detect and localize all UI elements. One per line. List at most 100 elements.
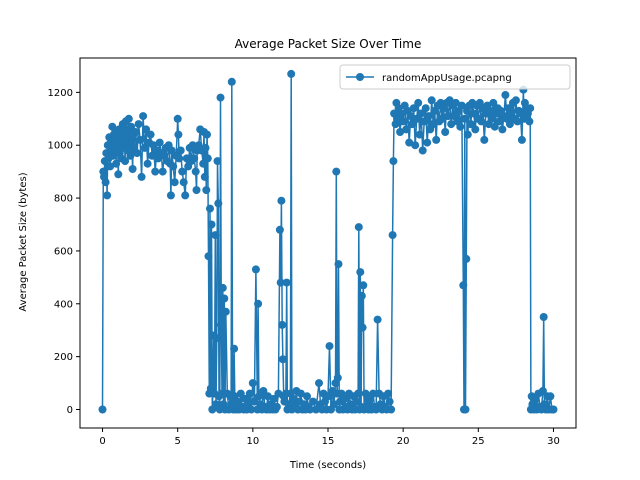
data-point [417, 109, 426, 118]
data-point [469, 109, 478, 118]
data-point [230, 344, 239, 353]
data-point [179, 178, 188, 187]
data-point [209, 381, 217, 390]
data-point [148, 151, 157, 160]
data-point [324, 392, 332, 401]
data-point [501, 91, 510, 99]
data-point [409, 104, 418, 113]
data-point [272, 402, 281, 411]
x-axis-title: Time (seconds) [289, 460, 366, 471]
data-point [388, 231, 397, 240]
data-point [517, 135, 526, 144]
data-point [192, 186, 201, 195]
data-point [411, 141, 420, 150]
data-point [412, 114, 421, 123]
data-point [429, 120, 438, 129]
data-point [106, 162, 115, 171]
data-point [539, 313, 548, 321]
data-point [451, 98, 460, 107]
data-point [420, 117, 429, 126]
data-point [206, 204, 214, 213]
data-point [461, 405, 470, 414]
data-point [216, 93, 225, 102]
data-point [236, 389, 245, 398]
data-point [247, 405, 256, 414]
data-point [385, 397, 394, 406]
data-point [405, 138, 414, 147]
data-point [233, 397, 242, 406]
data-point [213, 157, 222, 166]
data-point [166, 191, 175, 200]
data-point [158, 167, 167, 176]
data-point [109, 151, 118, 160]
data-point [489, 98, 498, 107]
data-point [134, 120, 143, 129]
x-tick-label: 5 [175, 436, 181, 447]
data-point [393, 114, 402, 123]
data-point [369, 389, 378, 398]
data-point [211, 231, 220, 240]
data-point [354, 389, 363, 398]
data-point [227, 77, 236, 86]
data-point [275, 225, 284, 234]
data-point [296, 389, 305, 398]
data-point [278, 320, 287, 329]
data-point [447, 120, 456, 129]
data-point [101, 178, 110, 187]
y-tick-label: 1000 [48, 141, 73, 152]
data-point [463, 130, 472, 139]
data-point [389, 157, 398, 166]
data-point [444, 112, 453, 121]
data-point [397, 109, 406, 118]
data-point [333, 373, 342, 382]
data-point [330, 400, 338, 409]
x-tick-label: 0 [99, 436, 105, 447]
data-point [167, 146, 176, 155]
data-point [133, 149, 142, 158]
data-point [131, 128, 140, 136]
data-point [520, 98, 529, 107]
data-point [498, 125, 507, 134]
data-point [136, 135, 145, 144]
data-point [254, 392, 263, 401]
data-point [199, 159, 208, 168]
data-point [487, 114, 496, 123]
data-point [387, 405, 396, 414]
data-point [203, 130, 211, 139]
y-tick-label: 600 [54, 246, 73, 257]
data-point [408, 120, 417, 129]
data-point [352, 397, 361, 406]
data-point [423, 138, 432, 147]
data-point [207, 220, 216, 229]
data-point [245, 389, 254, 398]
data-point [477, 117, 486, 126]
axes: 0 5 10 15 20 25 30 0 200 400 600 800 1000 1200 [48, 57, 577, 447]
data-point [361, 389, 370, 398]
data-point [251, 265, 260, 274]
data-point [175, 154, 184, 163]
data-point [354, 223, 363, 232]
data-point [142, 125, 151, 134]
data-point [396, 128, 405, 136]
data-point [204, 252, 213, 261]
data-point [263, 392, 272, 401]
data-point [176, 146, 185, 155]
data-point [415, 130, 424, 139]
data-point [526, 104, 535, 113]
data-point [137, 172, 146, 181]
data-point [332, 167, 341, 176]
data-point [221, 307, 230, 316]
data-point [359, 281, 368, 290]
data-point [112, 159, 121, 168]
data-point [402, 125, 411, 134]
legend-marker [356, 73, 364, 81]
data-point [384, 389, 393, 398]
data-point [462, 254, 471, 263]
data-point [140, 143, 149, 152]
data-point [373, 315, 382, 324]
data-point [306, 405, 314, 414]
data-point [460, 114, 469, 123]
chart-title: Average Packet Size Over Time [235, 37, 422, 51]
data-point [421, 104, 430, 113]
data-point [146, 130, 155, 139]
